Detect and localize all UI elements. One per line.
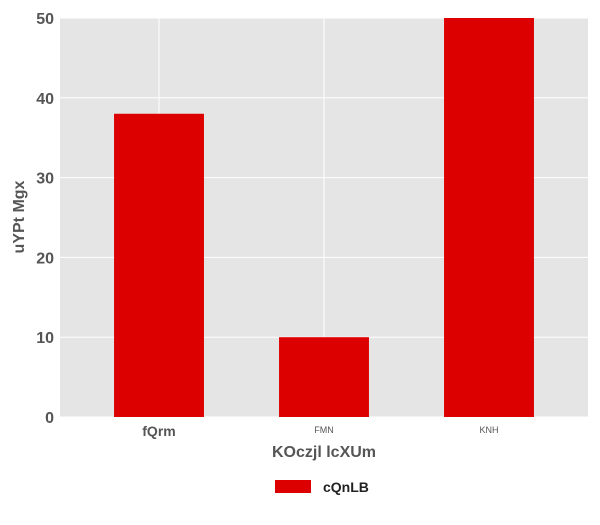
legend: cQnLB — [275, 479, 369, 495]
x-tick-label: KNH — [479, 425, 498, 435]
x-axis-title: KOczjl lcXUm — [272, 444, 376, 461]
y-axis-ticks: 0 10 20 30 40 50 — [36, 11, 54, 427]
y-tick-label: 30 — [36, 171, 54, 188]
y-tick-label: 10 — [36, 330, 54, 347]
y-tick-label: 20 — [36, 250, 54, 267]
legend-swatch — [275, 480, 311, 493]
y-tick-label: 50 — [36, 11, 54, 28]
y-tick-label: 0 — [45, 410, 54, 427]
y-tick-label: 40 — [36, 91, 54, 108]
bar-FMN — [279, 337, 369, 417]
x-axis-ticks: fQrm FMN KNH — [142, 423, 498, 439]
x-tick-label: fQrm — [142, 423, 175, 439]
bars — [114, 18, 534, 417]
legend-label: cQnLB — [323, 479, 369, 495]
bar-KNH — [444, 18, 534, 417]
x-tick-label: FMN — [314, 425, 334, 435]
bar-fQrm — [114, 113, 204, 417]
y-axis-title: uYPt Mgx — [11, 180, 28, 253]
